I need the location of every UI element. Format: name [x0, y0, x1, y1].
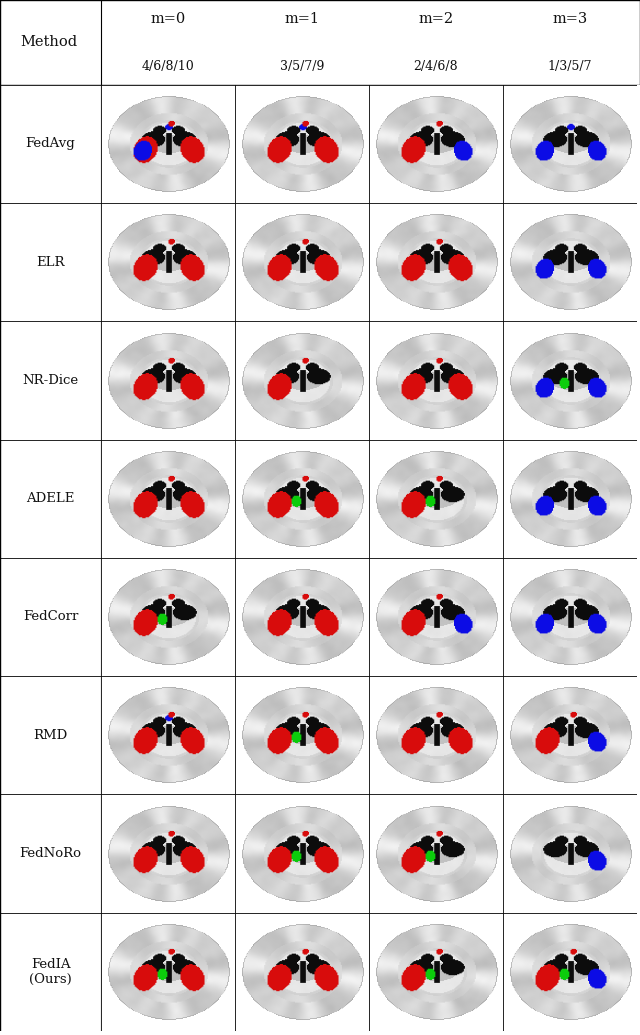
Text: FedAvg: FedAvg [26, 138, 76, 150]
Text: ELR: ELR [36, 256, 65, 269]
Text: 4/6/8/10: 4/6/8/10 [141, 60, 195, 72]
Text: Method: Method [20, 35, 77, 50]
Text: m=3: m=3 [552, 11, 588, 26]
Text: m=2: m=2 [419, 11, 454, 26]
Text: 2/4/6/8: 2/4/6/8 [413, 60, 458, 72]
Text: FedCorr: FedCorr [23, 611, 78, 623]
Text: m=1: m=1 [285, 11, 319, 26]
Text: NR-Dice: NR-Dice [22, 374, 79, 387]
Text: FedNoRo: FedNoRo [20, 847, 81, 860]
Text: 1/3/5/7: 1/3/5/7 [548, 60, 592, 72]
Text: m=0: m=0 [150, 11, 186, 26]
Text: ADELE: ADELE [26, 493, 75, 505]
Text: RMD: RMD [33, 729, 68, 742]
Text: FedIA
(Ours): FedIA (Ours) [29, 957, 72, 985]
Text: 3/5/7/9: 3/5/7/9 [280, 60, 324, 72]
